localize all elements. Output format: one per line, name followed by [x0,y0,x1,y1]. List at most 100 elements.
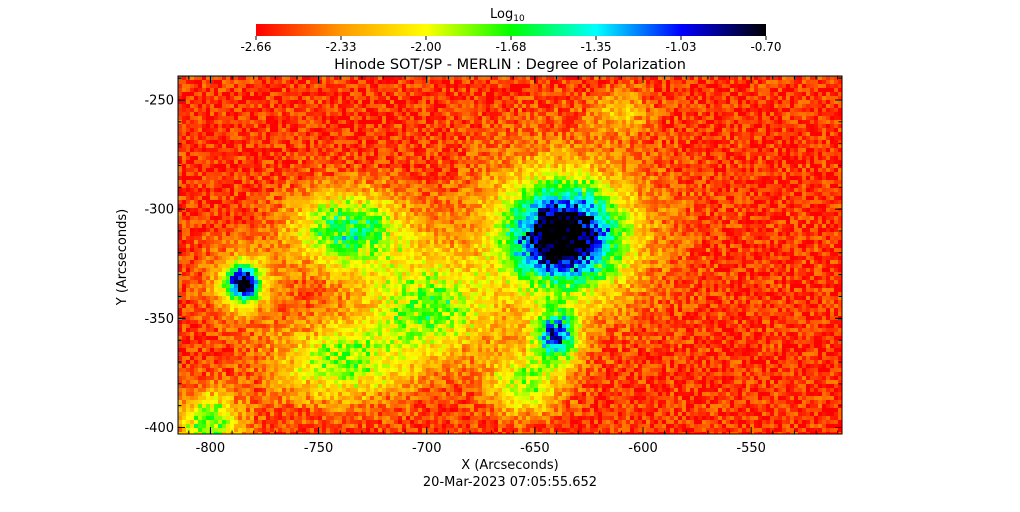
heatmap-cell [554,96,558,100]
heatmap-cell [462,100,466,104]
heatmap-cell [802,96,806,100]
heatmap-cell [202,132,206,136]
heatmap-cell [446,144,450,148]
heatmap-cell [242,108,246,112]
heatmap-cell [266,168,270,172]
heatmap-cell [542,84,546,88]
heatmap-cell [626,100,630,104]
heatmap-cell [366,76,370,80]
heatmap-cell [350,184,354,188]
heatmap-cell [446,128,450,132]
heatmap-cell [594,100,598,104]
heatmap-cell [810,92,814,96]
heatmap-cell [618,136,622,140]
heatmap-cell [510,152,514,156]
heatmap-cell [278,144,282,148]
heatmap-cell [746,140,750,144]
heatmap-cell [542,176,546,180]
heatmap-cell [422,156,426,160]
heatmap-cell [626,108,630,112]
heatmap-cell [690,116,694,120]
heatmap-cell [542,116,546,120]
heatmap-cell [718,112,722,116]
heatmap-cell [534,120,538,124]
heatmap-cell [738,88,742,92]
heatmap-cell [642,176,646,180]
heatmap-cell [210,104,214,108]
heatmap-cell [290,164,294,168]
heatmap-cell [742,96,746,100]
heatmap-cell [482,164,486,168]
heatmap-cell [238,96,242,100]
heatmap-cell [278,88,282,92]
heatmap-cell [378,136,382,140]
heatmap-cell [546,88,550,92]
heatmap-cell [490,120,494,124]
heatmap-cell [798,148,802,152]
heatmap-cell [518,140,522,144]
heatmap-cell [674,96,678,100]
heatmap-cell [314,192,318,196]
heatmap-cell [186,144,190,148]
heatmap-cell [426,76,430,80]
heatmap-cell [282,180,286,184]
heatmap-cell [714,124,718,128]
heatmap-cell [750,184,754,188]
heatmap-cell [374,140,378,144]
heatmap-cell [494,76,498,80]
heatmap-cell [550,120,554,124]
heatmap-cell [686,164,690,168]
heatmap-cell [358,184,362,188]
heatmap-cell [614,160,618,164]
heatmap-cell [518,136,522,140]
heatmap-cell [726,136,730,140]
heatmap-cell [482,80,486,84]
heatmap-cell [486,100,490,104]
heatmap-cell [546,96,550,100]
heatmap-cell [486,136,490,140]
heatmap-cell [338,184,342,188]
heatmap-cell [390,148,394,152]
heatmap-cell [818,144,822,148]
heatmap-cell [626,124,630,128]
heatmap-cell [754,120,758,124]
heatmap-cell [754,104,758,108]
heatmap-cell [614,84,618,88]
heatmap-cell [202,92,206,96]
heatmap-cell [610,88,614,92]
heatmap-cell [526,148,530,152]
heatmap-cell [330,152,334,156]
heatmap-cell [570,80,574,84]
heatmap-cell [650,80,654,84]
heatmap-cell [430,144,434,148]
heatmap-cell [438,176,442,180]
heatmap-cell [694,76,698,80]
heatmap-cell [474,104,478,108]
heatmap-cell [694,148,698,152]
heatmap-cell [366,108,370,112]
heatmap-cell [190,132,194,136]
heatmap-cell [498,160,502,164]
heatmap-cell [222,160,226,164]
heatmap-cell [790,120,794,124]
heatmap-cell [454,112,458,116]
heatmap-cell [422,80,426,84]
heatmap-cell [454,152,458,156]
heatmap-cell [714,188,718,192]
heatmap-cell [690,92,694,96]
heatmap-cell [838,80,842,84]
heatmap-cell [430,120,434,124]
heatmap-cell [298,116,302,120]
heatmap-cell [358,156,362,160]
heatmap-cell [206,136,210,140]
heatmap-cell [198,188,202,192]
heatmap-cell [642,104,646,108]
heatmap-cell [378,164,382,168]
heatmap-cell [466,180,470,184]
heatmap-cell [202,188,206,192]
heatmap-cell [402,180,406,184]
heatmap-cell [278,92,282,96]
heatmap-cell [458,100,462,104]
heatmap-cell [354,108,358,112]
heatmap-cell [406,180,410,184]
